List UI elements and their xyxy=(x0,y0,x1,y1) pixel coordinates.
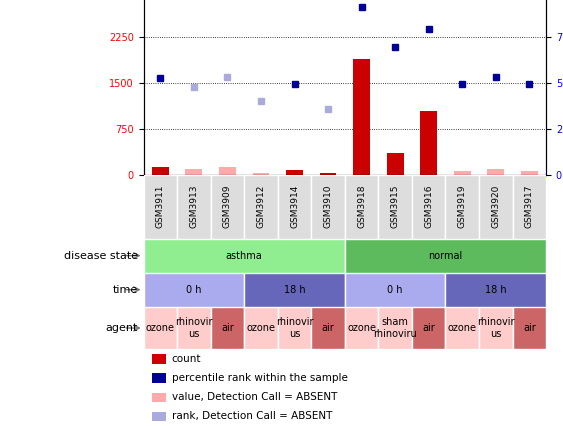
Text: ozone: ozone xyxy=(347,323,376,333)
Text: rhinovir
us: rhinovir us xyxy=(276,317,313,339)
Bar xyxy=(211,307,244,349)
Text: GSM3916: GSM3916 xyxy=(424,185,433,228)
Text: GSM3919: GSM3919 xyxy=(458,185,467,228)
Text: ozone: ozone xyxy=(247,323,275,333)
Bar xyxy=(512,175,546,239)
Bar xyxy=(311,307,345,349)
Bar xyxy=(177,175,211,239)
Bar xyxy=(278,307,311,349)
Text: agent: agent xyxy=(105,323,138,333)
Bar xyxy=(151,354,166,363)
Bar xyxy=(278,175,311,239)
Bar xyxy=(144,175,177,239)
Text: rhinovir
us: rhinovir us xyxy=(477,317,515,339)
Text: GSM3911: GSM3911 xyxy=(156,185,165,228)
Bar xyxy=(345,175,378,239)
Bar xyxy=(152,167,169,175)
Bar xyxy=(144,307,177,349)
Text: 0 h: 0 h xyxy=(387,285,403,295)
Bar xyxy=(211,175,244,239)
Bar xyxy=(151,374,166,383)
Text: GSM3920: GSM3920 xyxy=(491,185,501,228)
Bar xyxy=(412,175,445,239)
Text: sham
rhinoviru: sham rhinoviru xyxy=(373,317,417,339)
Bar xyxy=(521,171,538,175)
Text: air: air xyxy=(422,323,435,333)
Text: air: air xyxy=(221,323,234,333)
Text: GSM3913: GSM3913 xyxy=(189,185,198,228)
Bar xyxy=(320,173,337,175)
Bar xyxy=(488,169,504,175)
Bar xyxy=(445,307,479,349)
Bar xyxy=(387,153,404,175)
Bar xyxy=(144,273,244,307)
Bar xyxy=(445,273,546,307)
Bar xyxy=(479,307,512,349)
Bar xyxy=(244,175,278,239)
Text: rank, Detection Call = ABSENT: rank, Detection Call = ABSENT xyxy=(172,412,332,421)
Bar xyxy=(244,273,345,307)
Bar xyxy=(151,393,166,402)
Text: GSM3918: GSM3918 xyxy=(357,185,366,228)
Bar xyxy=(286,170,303,175)
Text: time: time xyxy=(113,285,138,295)
Bar xyxy=(177,307,211,349)
Bar xyxy=(144,239,345,273)
Bar xyxy=(454,171,471,175)
Text: GSM3910: GSM3910 xyxy=(324,185,333,228)
Text: GSM3917: GSM3917 xyxy=(525,185,534,228)
Text: GSM3915: GSM3915 xyxy=(391,185,400,228)
Bar xyxy=(244,307,278,349)
Text: normal: normal xyxy=(428,250,463,261)
Text: asthma: asthma xyxy=(226,250,262,261)
Text: air: air xyxy=(321,323,334,333)
Bar xyxy=(345,307,378,349)
Text: value, Detection Call = ABSENT: value, Detection Call = ABSENT xyxy=(172,392,337,402)
Bar xyxy=(311,175,345,239)
Bar xyxy=(378,175,412,239)
Bar xyxy=(151,412,166,421)
Text: 18 h: 18 h xyxy=(284,285,305,295)
Text: disease state: disease state xyxy=(64,250,138,261)
Bar xyxy=(185,169,202,175)
Bar xyxy=(253,173,269,175)
Text: ozone: ozone xyxy=(448,323,477,333)
Bar xyxy=(345,239,546,273)
Bar xyxy=(479,175,512,239)
Text: GSM3912: GSM3912 xyxy=(257,185,266,228)
Bar xyxy=(421,110,437,175)
Text: rhinovir
us: rhinovir us xyxy=(175,317,213,339)
Text: air: air xyxy=(523,323,536,333)
Text: 0 h: 0 h xyxy=(186,285,202,295)
Bar xyxy=(412,307,445,349)
Text: ozone: ozone xyxy=(146,323,175,333)
Text: percentile rank within the sample: percentile rank within the sample xyxy=(172,373,347,383)
Text: 18 h: 18 h xyxy=(485,285,507,295)
Text: GSM3909: GSM3909 xyxy=(223,185,232,228)
Text: count: count xyxy=(172,354,201,364)
Text: GSM3914: GSM3914 xyxy=(290,185,299,228)
Bar xyxy=(219,167,236,175)
Bar xyxy=(445,175,479,239)
Bar xyxy=(353,59,370,175)
Bar xyxy=(378,307,412,349)
Bar xyxy=(512,307,546,349)
Bar xyxy=(345,273,445,307)
